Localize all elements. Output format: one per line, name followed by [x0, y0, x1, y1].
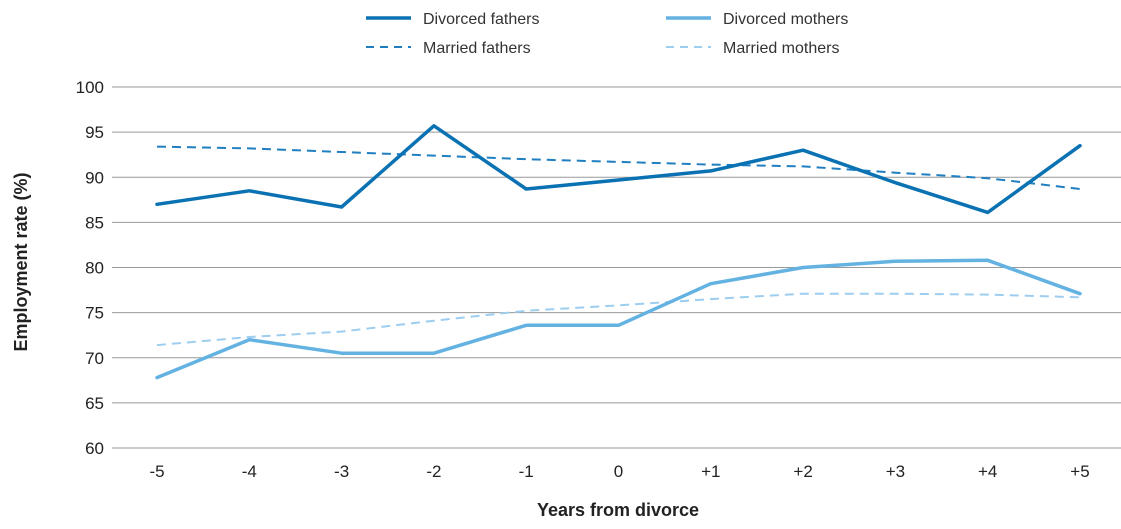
series-line-divorced-fathers [155, 124, 1082, 215]
series-line-married-mothers [156, 292, 1081, 347]
y-tick-label: 100 [76, 78, 104, 97]
legend-label-divorced-mothers: Divorced mothers [723, 11, 848, 28]
x-tick-label: +2 [793, 462, 812, 481]
x-axis-title: Years from divorce [537, 500, 699, 520]
legend-label-married-fathers: Married fathers [423, 40, 531, 57]
grid-layer [112, 86, 1121, 449]
y-tick-label: 75 [85, 304, 104, 323]
series-lines [155, 124, 1082, 380]
series-line-married-fathers [156, 145, 1081, 190]
x-tick-label: 0 [614, 462, 623, 481]
y-tick-label: 70 [85, 349, 104, 368]
x-tick-label: +1 [701, 462, 720, 481]
x-tick-label: -1 [519, 462, 534, 481]
legend-label-divorced-fathers: Divorced fathers [423, 11, 540, 28]
x-tick-label: -2 [426, 462, 441, 481]
y-tick-label: 80 [85, 259, 104, 278]
x-tick-label: +3 [886, 462, 905, 481]
y-tick-label: 95 [85, 123, 104, 142]
y-tick-labels: 60 65 70 75 80 85 90 95 100 [76, 78, 104, 458]
legend: Divorced fathers Divorced mothers Married … [366, 11, 848, 57]
x-tick-label: -5 [149, 462, 164, 481]
legend-label-married-mothers: Married mothers [723, 40, 839, 57]
y-tick-label: 65 [85, 394, 104, 413]
series-line-divorced-mothers [155, 258, 1082, 380]
x-tick-label: +5 [1070, 462, 1089, 481]
x-tick-label: -4 [242, 462, 257, 481]
y-tick-label: 90 [85, 168, 104, 187]
x-tick-label: +4 [978, 462, 997, 481]
x-tick-label: -3 [334, 462, 349, 481]
x-tick-labels: -5 -4 -3 -2 -1 0 +1 +2 +3 +4 +5 [149, 462, 1089, 481]
y-tick-label: 85 [85, 213, 104, 232]
y-axis-title: Employment rate (%) [11, 172, 31, 351]
y-tick-label: 60 [85, 439, 104, 458]
